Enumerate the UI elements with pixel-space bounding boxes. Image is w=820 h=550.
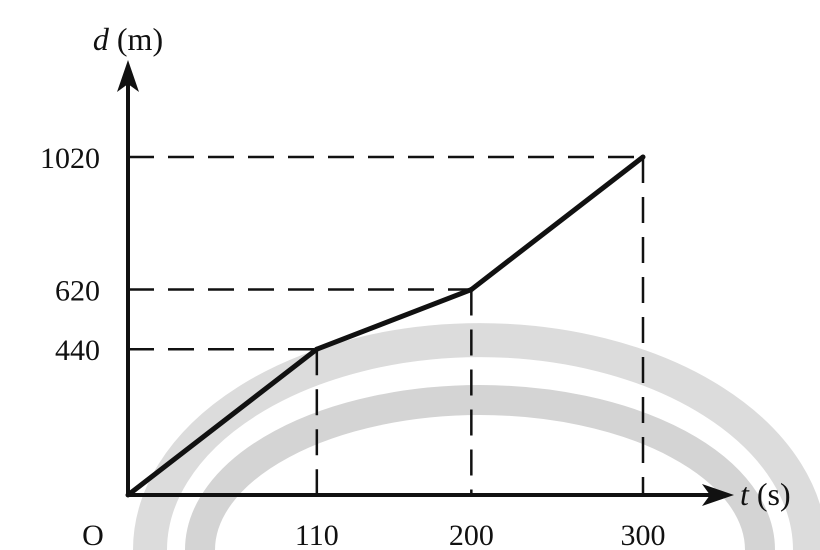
- x-axis-symbol: t: [740, 476, 750, 512]
- x-axis-label: t (s): [740, 476, 791, 512]
- dashed-guides: [128, 155, 645, 495]
- data-point-200: [468, 287, 474, 293]
- series-line: [126, 155, 645, 497]
- y-axis-label: d (m): [93, 21, 163, 57]
- y-tick-label-440: 440: [55, 334, 100, 367]
- origin-label: O: [82, 519, 104, 550]
- y-axis-symbol: d: [93, 21, 110, 57]
- y-axis-arrowhead: [117, 60, 139, 92]
- watermark-arc-inner: [185, 385, 775, 550]
- data-point-300: [640, 154, 646, 160]
- data-point-110: [314, 346, 320, 352]
- y-tick-label-1020: 1020: [40, 142, 100, 175]
- x-tick-label-110: 110: [295, 519, 339, 550]
- series-layer: [125, 154, 646, 498]
- x-axis-arrowhead: [702, 484, 734, 506]
- x-axis-unit: (s): [757, 476, 791, 512]
- y-tick-label-620: 620: [55, 275, 100, 308]
- x-tick-label-200: 200: [449, 519, 494, 550]
- tick-labels: 110 200 300 440 620 1020: [40, 142, 666, 550]
- x-tick-label-300: 300: [621, 519, 666, 550]
- data-point-0: [125, 492, 131, 498]
- y-axis-unit: (m): [117, 21, 163, 57]
